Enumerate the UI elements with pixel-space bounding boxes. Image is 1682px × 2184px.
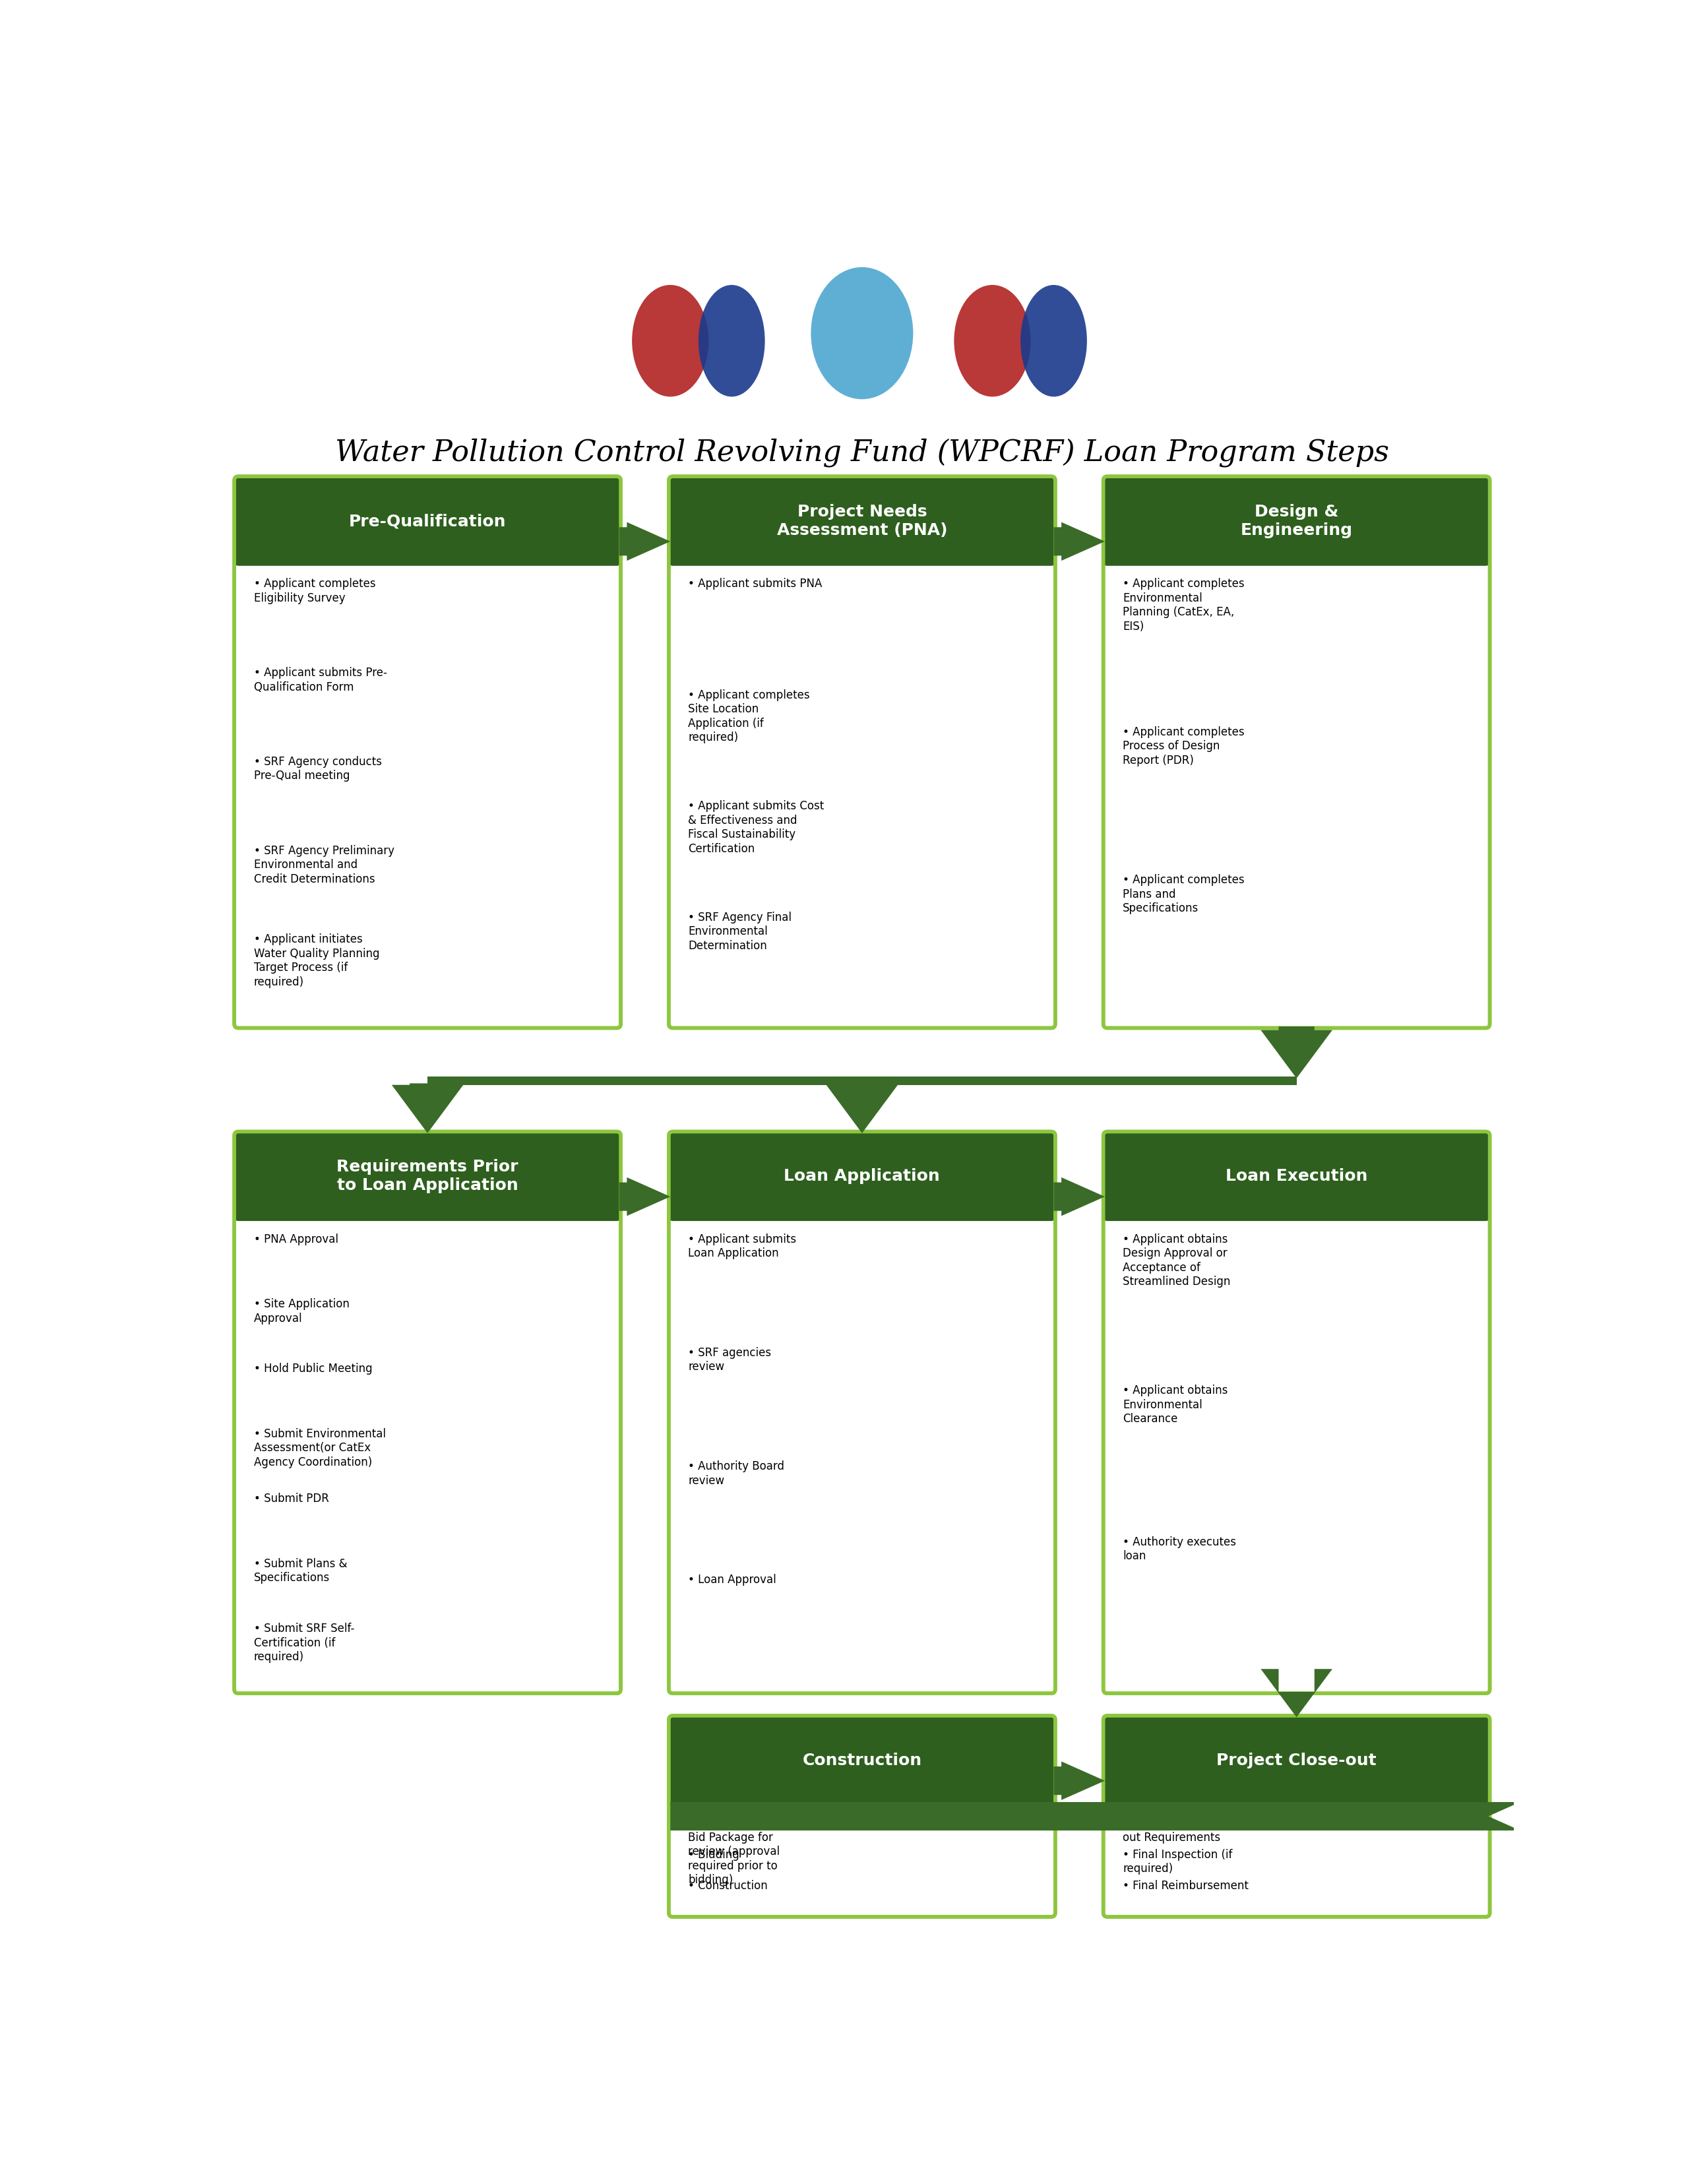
Text: Project Close-out: Project Close-out — [1216, 1752, 1376, 1769]
Polygon shape — [1053, 1762, 1105, 1800]
Text: • SRF Agency Preliminary
Environmental and
Credit Determinations: • SRF Agency Preliminary Environmental a… — [254, 845, 394, 885]
Text: • Applicant submits PNA: • Applicant submits PNA — [688, 579, 822, 590]
Text: Pre-Qualification: Pre-Qualification — [348, 513, 506, 529]
Text: Construction: Construction — [802, 1752, 922, 1769]
Polygon shape — [671, 1797, 1532, 1835]
Text: • PNA Approval: • PNA Approval — [254, 1234, 338, 1245]
Text: • Applicant obtains
Design Approval or
Acceptance of
Streamlined Design: • Applicant obtains Design Approval or A… — [1124, 1234, 1231, 1289]
Text: • Applicant completes
Site Location
Application (if
required): • Applicant completes Site Location Appl… — [688, 690, 811, 743]
Text: • Loan Approval: • Loan Approval — [688, 1575, 777, 1586]
FancyBboxPatch shape — [234, 1131, 621, 1221]
Polygon shape — [1262, 1026, 1332, 1079]
Polygon shape — [826, 1083, 898, 1133]
Text: • Submit Plans &
Specifications: • Submit Plans & Specifications — [254, 1557, 346, 1583]
Text: Loan Execution: Loan Execution — [1226, 1168, 1367, 1184]
Ellipse shape — [954, 284, 1031, 397]
Text: • SRF Agency conducts
Pre-Qual meeting: • SRF Agency conducts Pre-Qual meeting — [254, 756, 382, 782]
Text: • SRF Agency Final
Environmental
Determination: • SRF Agency Final Environmental Determi… — [688, 911, 792, 952]
Text: Project Needs
Assessment (PNA): Project Needs Assessment (PNA) — [777, 505, 947, 537]
Polygon shape — [1262, 1669, 1332, 1717]
Text: • Hold Public Meeting: • Hold Public Meeting — [254, 1363, 372, 1376]
Text: • Applicant obtains
Environmental
Clearance: • Applicant obtains Environmental Cleara… — [1124, 1385, 1228, 1424]
Bar — [1107, 1179, 1485, 1216]
Text: • Submit SRF Self-
Certification (if
required): • Submit SRF Self- Certification (if req… — [254, 1623, 355, 1662]
FancyBboxPatch shape — [1103, 476, 1490, 566]
FancyBboxPatch shape — [669, 1717, 1055, 1806]
Text: • Applicant completes
Plans and
Specifications: • Applicant completes Plans and Specific… — [1124, 874, 1245, 915]
FancyBboxPatch shape — [1103, 1717, 1490, 1806]
Polygon shape — [1053, 1177, 1105, 1216]
Text: • Applicant submits
Loan Application: • Applicant submits Loan Application — [688, 1234, 797, 1260]
FancyBboxPatch shape — [1103, 1717, 1490, 1918]
Bar — [1107, 524, 1485, 561]
Text: • SRF agencies
review: • SRF agencies review — [688, 1348, 772, 1374]
Text: • Final Inspection (if
required): • Final Inspection (if required) — [1124, 1848, 1233, 1874]
Polygon shape — [1053, 522, 1105, 561]
Text: • Site Application
Approval: • Site Application Approval — [254, 1297, 350, 1324]
Text: • Applicant completes
Environmental
Planning (CatEx, EA,
EIS): • Applicant completes Environmental Plan… — [1124, 579, 1245, 633]
FancyBboxPatch shape — [1103, 1131, 1490, 1693]
Text: • Construction: • Construction — [688, 1880, 769, 1891]
Text: • Authority Board
review: • Authority Board review — [688, 1461, 784, 1487]
Text: • SRF Project Close-
out Requirements: • SRF Project Close- out Requirements — [1124, 1817, 1231, 1843]
Text: • Submit Environmental
Assessment(or CatEx
Agency Coordination): • Submit Environmental Assessment(or Cat… — [254, 1428, 385, 1468]
FancyBboxPatch shape — [669, 476, 1055, 1029]
Bar — [673, 524, 1051, 561]
Text: • Submit PDR: • Submit PDR — [254, 1494, 328, 1505]
FancyBboxPatch shape — [234, 476, 621, 566]
FancyBboxPatch shape — [669, 1131, 1055, 1221]
FancyBboxPatch shape — [234, 1131, 621, 1693]
Text: • Applicant submits Cost
& Effectiveness and
Fiscal Sustainability
Certification: • Applicant submits Cost & Effectiveness… — [688, 799, 824, 854]
FancyBboxPatch shape — [669, 476, 1055, 566]
Bar — [1107, 1765, 1485, 1802]
Bar — [427, 1077, 1297, 1085]
Bar — [673, 1179, 1051, 1216]
Bar — [673, 1765, 1051, 1802]
Bar — [239, 1179, 617, 1216]
FancyBboxPatch shape — [234, 476, 621, 1029]
Text: • Applicant initiates
Water Quality Planning
Target Process (if
required): • Applicant initiates Water Quality Plan… — [254, 933, 380, 987]
Ellipse shape — [698, 284, 765, 397]
Bar — [239, 524, 617, 561]
Text: • Authority executes
loan: • Authority executes loan — [1124, 1535, 1236, 1562]
Ellipse shape — [632, 284, 708, 397]
Text: • Bidding: • Bidding — [688, 1848, 740, 1861]
Text: • Applicant completes
Eligibility Survey: • Applicant completes Eligibility Survey — [254, 579, 375, 605]
Text: • Applicant completes
Process of Design
Report (PDR): • Applicant completes Process of Design … — [1124, 725, 1245, 767]
FancyBboxPatch shape — [1103, 476, 1490, 1029]
Polygon shape — [619, 522, 671, 561]
FancyBboxPatch shape — [669, 1717, 1055, 1918]
FancyBboxPatch shape — [669, 1131, 1055, 1693]
Text: Water Pollution Control Revolving Fund (WPCRF) Loan Program Steps: Water Pollution Control Revolving Fund (… — [335, 439, 1389, 467]
Text: Design &
Engineering: Design & Engineering — [1240, 505, 1352, 537]
Text: Loan Application: Loan Application — [784, 1168, 940, 1184]
Text: • Applicant submits
Bid Package for
review (approval
required prior to
bidding): • Applicant submits Bid Package for revi… — [688, 1817, 797, 1887]
Ellipse shape — [1021, 284, 1087, 397]
FancyBboxPatch shape — [1103, 1131, 1490, 1221]
Polygon shape — [392, 1083, 463, 1133]
Text: • Final Reimbursement: • Final Reimbursement — [1124, 1880, 1248, 1891]
Text: • Applicant submits Pre-
Qualification Form: • Applicant submits Pre- Qualification F… — [254, 666, 387, 692]
Polygon shape — [619, 1177, 671, 1216]
Ellipse shape — [811, 266, 913, 400]
Text: Requirements Prior
to Loan Application: Requirements Prior to Loan Application — [336, 1160, 518, 1192]
